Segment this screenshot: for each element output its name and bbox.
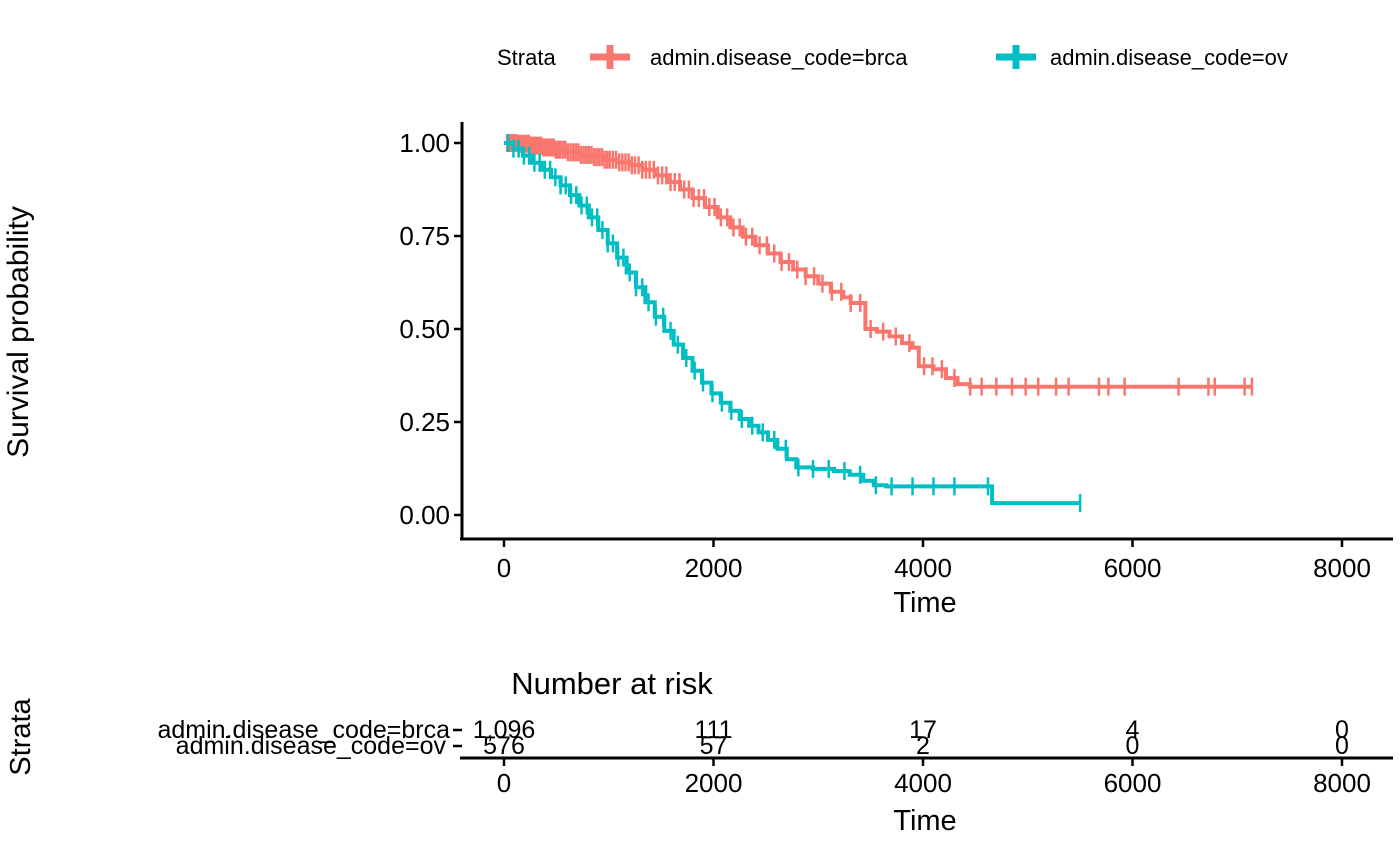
risk-value-brca: 4 [1126,716,1140,744]
x-tick-label: 2000 [685,553,743,583]
y-tick-label: 1.00 [399,128,450,158]
survival-curve-brca [504,141,1252,389]
y-tick-label: 0.00 [399,500,450,530]
legend-keys-layer [590,45,1036,69]
legend-key-ov-icon [996,45,1036,69]
risk-row-label-brca: admin.disease_code=brca [157,716,450,744]
risk-value-ov: 57 [700,732,728,760]
x-tick-label: 4000 [894,553,952,583]
risk-x-tick-label: 6000 [1104,768,1162,798]
legend-title: Strata [497,45,556,70]
risk-x-tick-label: 2000 [685,768,743,798]
risk-x-tick-label: 4000 [894,768,952,798]
legend-key-cross [606,45,614,69]
y-tick-label: 0.50 [399,314,450,344]
y-axis-title: Survival probability [2,206,35,458]
risk-value-brca: 111 [694,716,732,744]
x-axis-title: Time [893,587,956,619]
risk-x-tick-label: 0 [497,768,511,798]
risk-value-brca: 17 [909,716,937,744]
y-tick-label: 0.25 [399,407,450,437]
legend-key-brca-icon [590,45,630,69]
risk-value-brca: 0 [1335,716,1349,744]
y-tick-label: 0.75 [399,221,450,251]
legend-label-brca: admin.disease_code=brca [650,45,908,70]
axes-layer [453,122,1393,766]
risk-value-ov: 0 [1335,732,1349,760]
risk-x-tick-label: 8000 [1313,768,1371,798]
risk-table-strata-label: Strata [5,697,37,775]
survival-curve-ov [504,141,1081,506]
censor-ticks-ov [506,134,1082,513]
x-tick-label: 0 [497,553,511,583]
risk-table-title: Number at risk [511,666,713,701]
risk-x-axis-title: Time [893,805,956,837]
x-tick-label: 6000 [1104,553,1162,583]
risk-value-ov: 2 [916,732,930,760]
risk-value-brca: 1,096 [473,716,536,744]
risk-value-ov: 0 [1126,732,1140,760]
risk-value-ov: 576 [483,732,525,760]
legend-label-ov: admin.disease_code=ov [1050,45,1288,70]
x-tick-label: 8000 [1313,553,1371,583]
legend-key-cross [1012,45,1020,69]
risk-row-label-ov: admin.disease_code=ov [176,732,447,760]
curves-layer [504,134,1254,513]
